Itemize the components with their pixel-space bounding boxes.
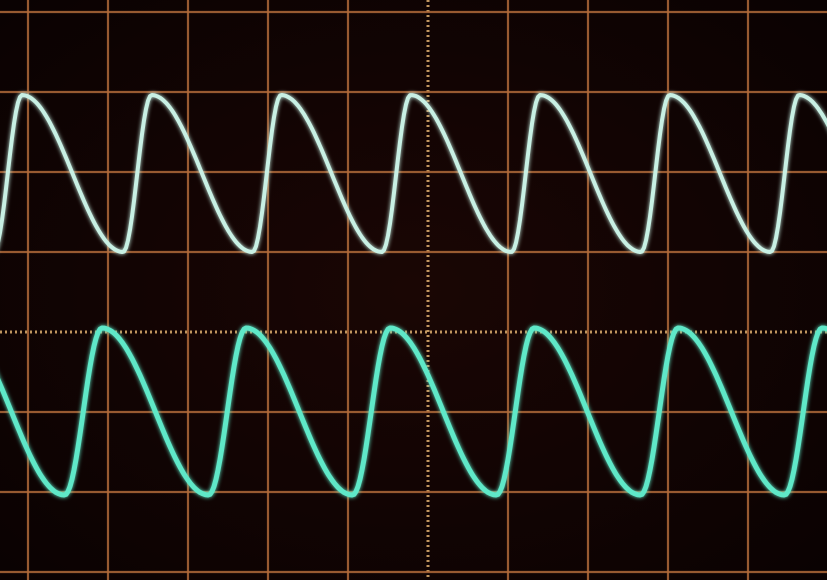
page: (() => { JSON.parse(document.getElementB… [0, 0, 827, 580]
oscilloscope-screen [0, 0, 827, 580]
